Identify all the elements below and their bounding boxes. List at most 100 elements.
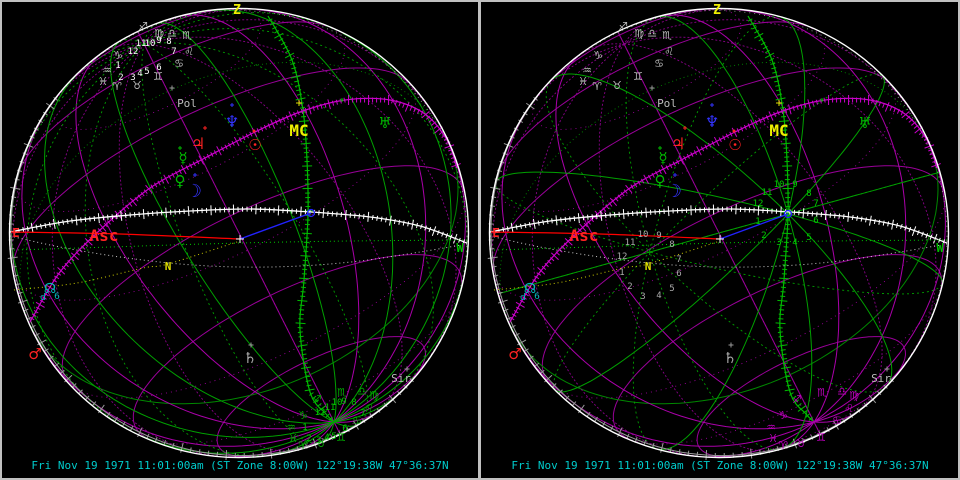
east-point-line [239, 212, 312, 240]
ecliptic-band-tick [908, 118, 913, 123]
equinoctial-band-tick [797, 403, 802, 407]
prime-vertical-band-tick [490, 186, 501, 190]
ecliptic-band-tick [431, 121, 436, 126]
prime-vertical-band-tick [85, 395, 90, 400]
horizon-band-tick [376, 215, 379, 221]
equinoctial-band-tick [808, 416, 813, 421]
prime-vertical-band-tick [23, 142, 34, 148]
ecliptic-band-tick [901, 111, 910, 119]
equinoctial-band-tick [311, 395, 317, 400]
equinoctial-band-tick [306, 384, 312, 387]
zodiac-glyph-libra: ♎ [357, 385, 367, 398]
zodiac-glyph-scorpio: ♏ [662, 29, 672, 42]
zodiac-glyph-leo: ♌ [844, 402, 854, 415]
ecliptic-band-tick [784, 107, 788, 113]
ecliptic-band-tick [924, 144, 935, 149]
equinoctial-band-tick [762, 45, 768, 50]
equinoctial-band-tick [776, 89, 782, 92]
zodiac-glyph-sagittarius: ♐ [138, 20, 148, 33]
uranus-position-marker [820, 98, 824, 102]
planet-glyph-neptune: ♆ [705, 112, 719, 131]
house-line-back [141, 43, 320, 444]
ecliptic-band-tick [44, 292, 49, 297]
prime-vertical-band-tick [122, 421, 126, 427]
house-number-south-pole-5: 5 [331, 432, 336, 442]
sign-boundary-line-back [581, 43, 625, 55]
equinoctial-band-tick [290, 75, 301, 79]
ecliptic-band-tick [614, 197, 619, 202]
equator-dotted-line [493, 239, 949, 251]
horizon-band-tick [802, 208, 805, 219]
prime-vertical-band-tick [189, 447, 192, 453]
sign-boundary-line-back [143, 36, 457, 356]
house-number-nadir-10: 10 [638, 230, 649, 240]
prime-vertical-band-tick [22, 152, 28, 156]
ecliptic-band-tick [70, 257, 75, 262]
house-number-east-point-7: 7 [813, 199, 818, 209]
latitude-parallel-back [18, 26, 346, 212]
ecliptic-band-tick [537, 266, 546, 275]
sign-boundary-line-back [143, 16, 179, 45]
zenith-label: Z [233, 3, 241, 18]
house-line [658, 213, 789, 450]
ecliptic-band-tick [515, 301, 525, 308]
ecliptic-band-tick [274, 120, 278, 125]
prime-vertical-band-tick [16, 169, 22, 172]
latitude-parallel-back [498, 26, 826, 212]
horizon-band-tick [424, 225, 427, 231]
equinoctial-band-tick [780, 349, 786, 351]
prime-vertical-band-tick [225, 450, 228, 461]
house-number-north-pole-12: 12 [128, 47, 139, 57]
ecliptic-band-tick [511, 313, 517, 317]
uranus-position-marker [340, 98, 344, 102]
horizon-band [9, 208, 468, 244]
ecliptic-band-tick [70, 252, 79, 261]
sign-boundary-line-back [623, 36, 937, 356]
equinoctial-band-tick [775, 97, 786, 101]
planet-glyph-mercury: ☿ [658, 149, 667, 167]
house-number-south-pole-6: 6 [342, 424, 347, 434]
ecliptic-band-tick [819, 98, 822, 104]
ecliptic-band-tick [238, 137, 242, 143]
horizon-band-tick [645, 207, 647, 218]
zodiac-glyph-leo: ♌ [184, 45, 194, 58]
prime-vertical-band-tick [361, 418, 366, 423]
sign-boundary-line [75, 55, 377, 423]
north-label: N [645, 260, 652, 273]
prime-vertical-band-tick [154, 436, 158, 443]
equinoctial-band-tick [297, 331, 303, 334]
equinoctial-band-tick [794, 399, 800, 404]
planet-glyph-venus: ♀ [655, 172, 666, 190]
ecliptic-band-tick [690, 151, 694, 157]
house-number-south-pole-1: 1 [302, 423, 307, 433]
house-number-north-pole-9: 9 [156, 36, 161, 46]
horizon-band-tick [878, 219, 881, 225]
horizon-band-tick [520, 223, 522, 229]
ecliptic-band-tick [768, 111, 774, 121]
ecliptic-band-tick [896, 108, 900, 114]
house-line [783, 213, 813, 449]
zodiac-glyph-pisces: ♓ [98, 75, 108, 88]
ecliptic-band-tick [729, 131, 733, 137]
house-line [659, 16, 789, 215]
zodiac-glyph-cancer: ♋ [352, 414, 362, 427]
sign-boundary-line-back [623, 19, 922, 128]
prime-vertical-band-tick [678, 449, 681, 455]
asc-label: Asc [570, 226, 599, 245]
equinoctial-band-tick [297, 344, 308, 347]
ecliptic-band-tick [708, 142, 712, 148]
horizon-band-tick [436, 230, 440, 236]
ecliptic-band-tick [125, 204, 130, 210]
equinoctial-band-tick [754, 32, 764, 39]
prime-vertical-band-tick [346, 427, 350, 433]
ecliptic-band-tick [324, 102, 327, 108]
horizon-band-tick [441, 231, 444, 237]
horizon-band-tick [528, 222, 531, 228]
sign-boundary-line [33, 133, 466, 447]
horizon-band-tick [462, 239, 465, 245]
horizon-band-tick [891, 219, 894, 230]
ecliptic-band-tick [451, 163, 461, 168]
sign-boundary-line [661, 14, 840, 450]
horizon-band-tick [411, 219, 414, 230]
